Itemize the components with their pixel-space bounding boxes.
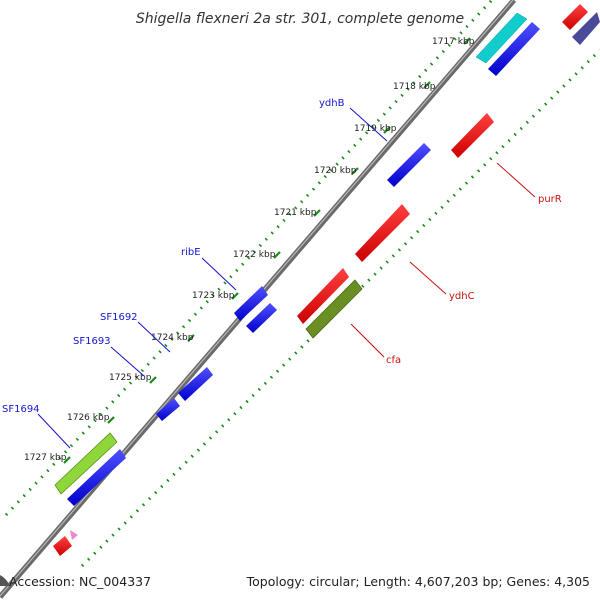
gene-label-SF1693[interactable]: SF1693 xyxy=(73,336,111,347)
kbp-label: 1720 kbp xyxy=(314,166,357,176)
gene-small-blue[interactable] xyxy=(156,398,180,421)
gene-ydhB[interactable] xyxy=(387,143,431,187)
gene-label-cfa[interactable]: cfa xyxy=(386,355,401,366)
gene-ribE[interactable] xyxy=(234,286,268,321)
kbp-label: 1717 kbp xyxy=(432,37,475,47)
gene-red-small[interactable] xyxy=(53,536,72,556)
kbp-label: 1718 kbp xyxy=(393,82,436,92)
footer: Accession: NC_004337 Topology: circular;… xyxy=(0,574,590,589)
gene-label-purR[interactable]: purR xyxy=(538,194,562,205)
kbp-label: 1727 kbp xyxy=(24,453,67,463)
gene-ydhC[interactable] xyxy=(355,204,410,262)
gene-SF1692[interactable] xyxy=(246,303,277,333)
gene-SF1694[interactable] xyxy=(67,449,126,506)
gene-red-top[interactable] xyxy=(562,4,588,30)
kbp-label: 1722 kbp xyxy=(233,250,276,260)
kbp-label: 1723 kbp xyxy=(192,291,235,301)
kbp-label: 1719 kbp xyxy=(354,124,397,134)
kbp-labels: 1717 kbp 1718 kbp 1719 kbp 1720 kbp 1721… xyxy=(24,37,475,463)
inner-tick-track xyxy=(80,48,600,568)
gene-label-SF1692[interactable]: SF1692 xyxy=(100,312,138,323)
gene-red-mid[interactable] xyxy=(297,268,349,324)
kbp-label: 1721 kbp xyxy=(274,208,317,218)
gene-labels: ydhB ribE SF1692 SF1693 SF1694 purR ydhC… xyxy=(2,98,562,415)
gene-purR[interactable] xyxy=(451,113,494,158)
gene-label-SF1694[interactable]: SF1694 xyxy=(2,404,40,415)
forward-strand-genes xyxy=(54,12,600,506)
gene-SF1694-lime[interactable] xyxy=(54,432,118,495)
gene-label-ribE[interactable]: ribE xyxy=(181,247,201,258)
kbp-label: 1724 kbp xyxy=(151,333,194,343)
gene-pink-small[interactable] xyxy=(70,530,78,540)
reverse-strand-genes xyxy=(53,4,588,556)
kbp-label: 1726 kbp xyxy=(67,413,110,423)
gene-cyan[interactable] xyxy=(475,12,528,64)
major-ticks xyxy=(63,37,471,464)
gene-SF1693[interactable] xyxy=(178,367,213,401)
map-title: Shigella flexneri 2a str. 301, complete … xyxy=(136,11,464,27)
label-connectors xyxy=(37,107,536,449)
accession-text: Accession: NC_004337 xyxy=(9,574,151,589)
kbp-label: 1725 kbp xyxy=(109,373,152,383)
gene-label-ydhC[interactable]: ydhC xyxy=(449,291,475,302)
gene-cfa[interactable] xyxy=(305,279,363,339)
gene-blue[interactable] xyxy=(488,22,540,76)
corner-curl xyxy=(0,575,10,586)
gene-label-ydhB[interactable]: ydhB xyxy=(319,98,345,109)
summary-text: Topology: circular; Length: 4,607,203 bp… xyxy=(246,574,590,589)
gene-purple[interactable] xyxy=(572,12,600,45)
outer-tick-track xyxy=(4,0,494,517)
